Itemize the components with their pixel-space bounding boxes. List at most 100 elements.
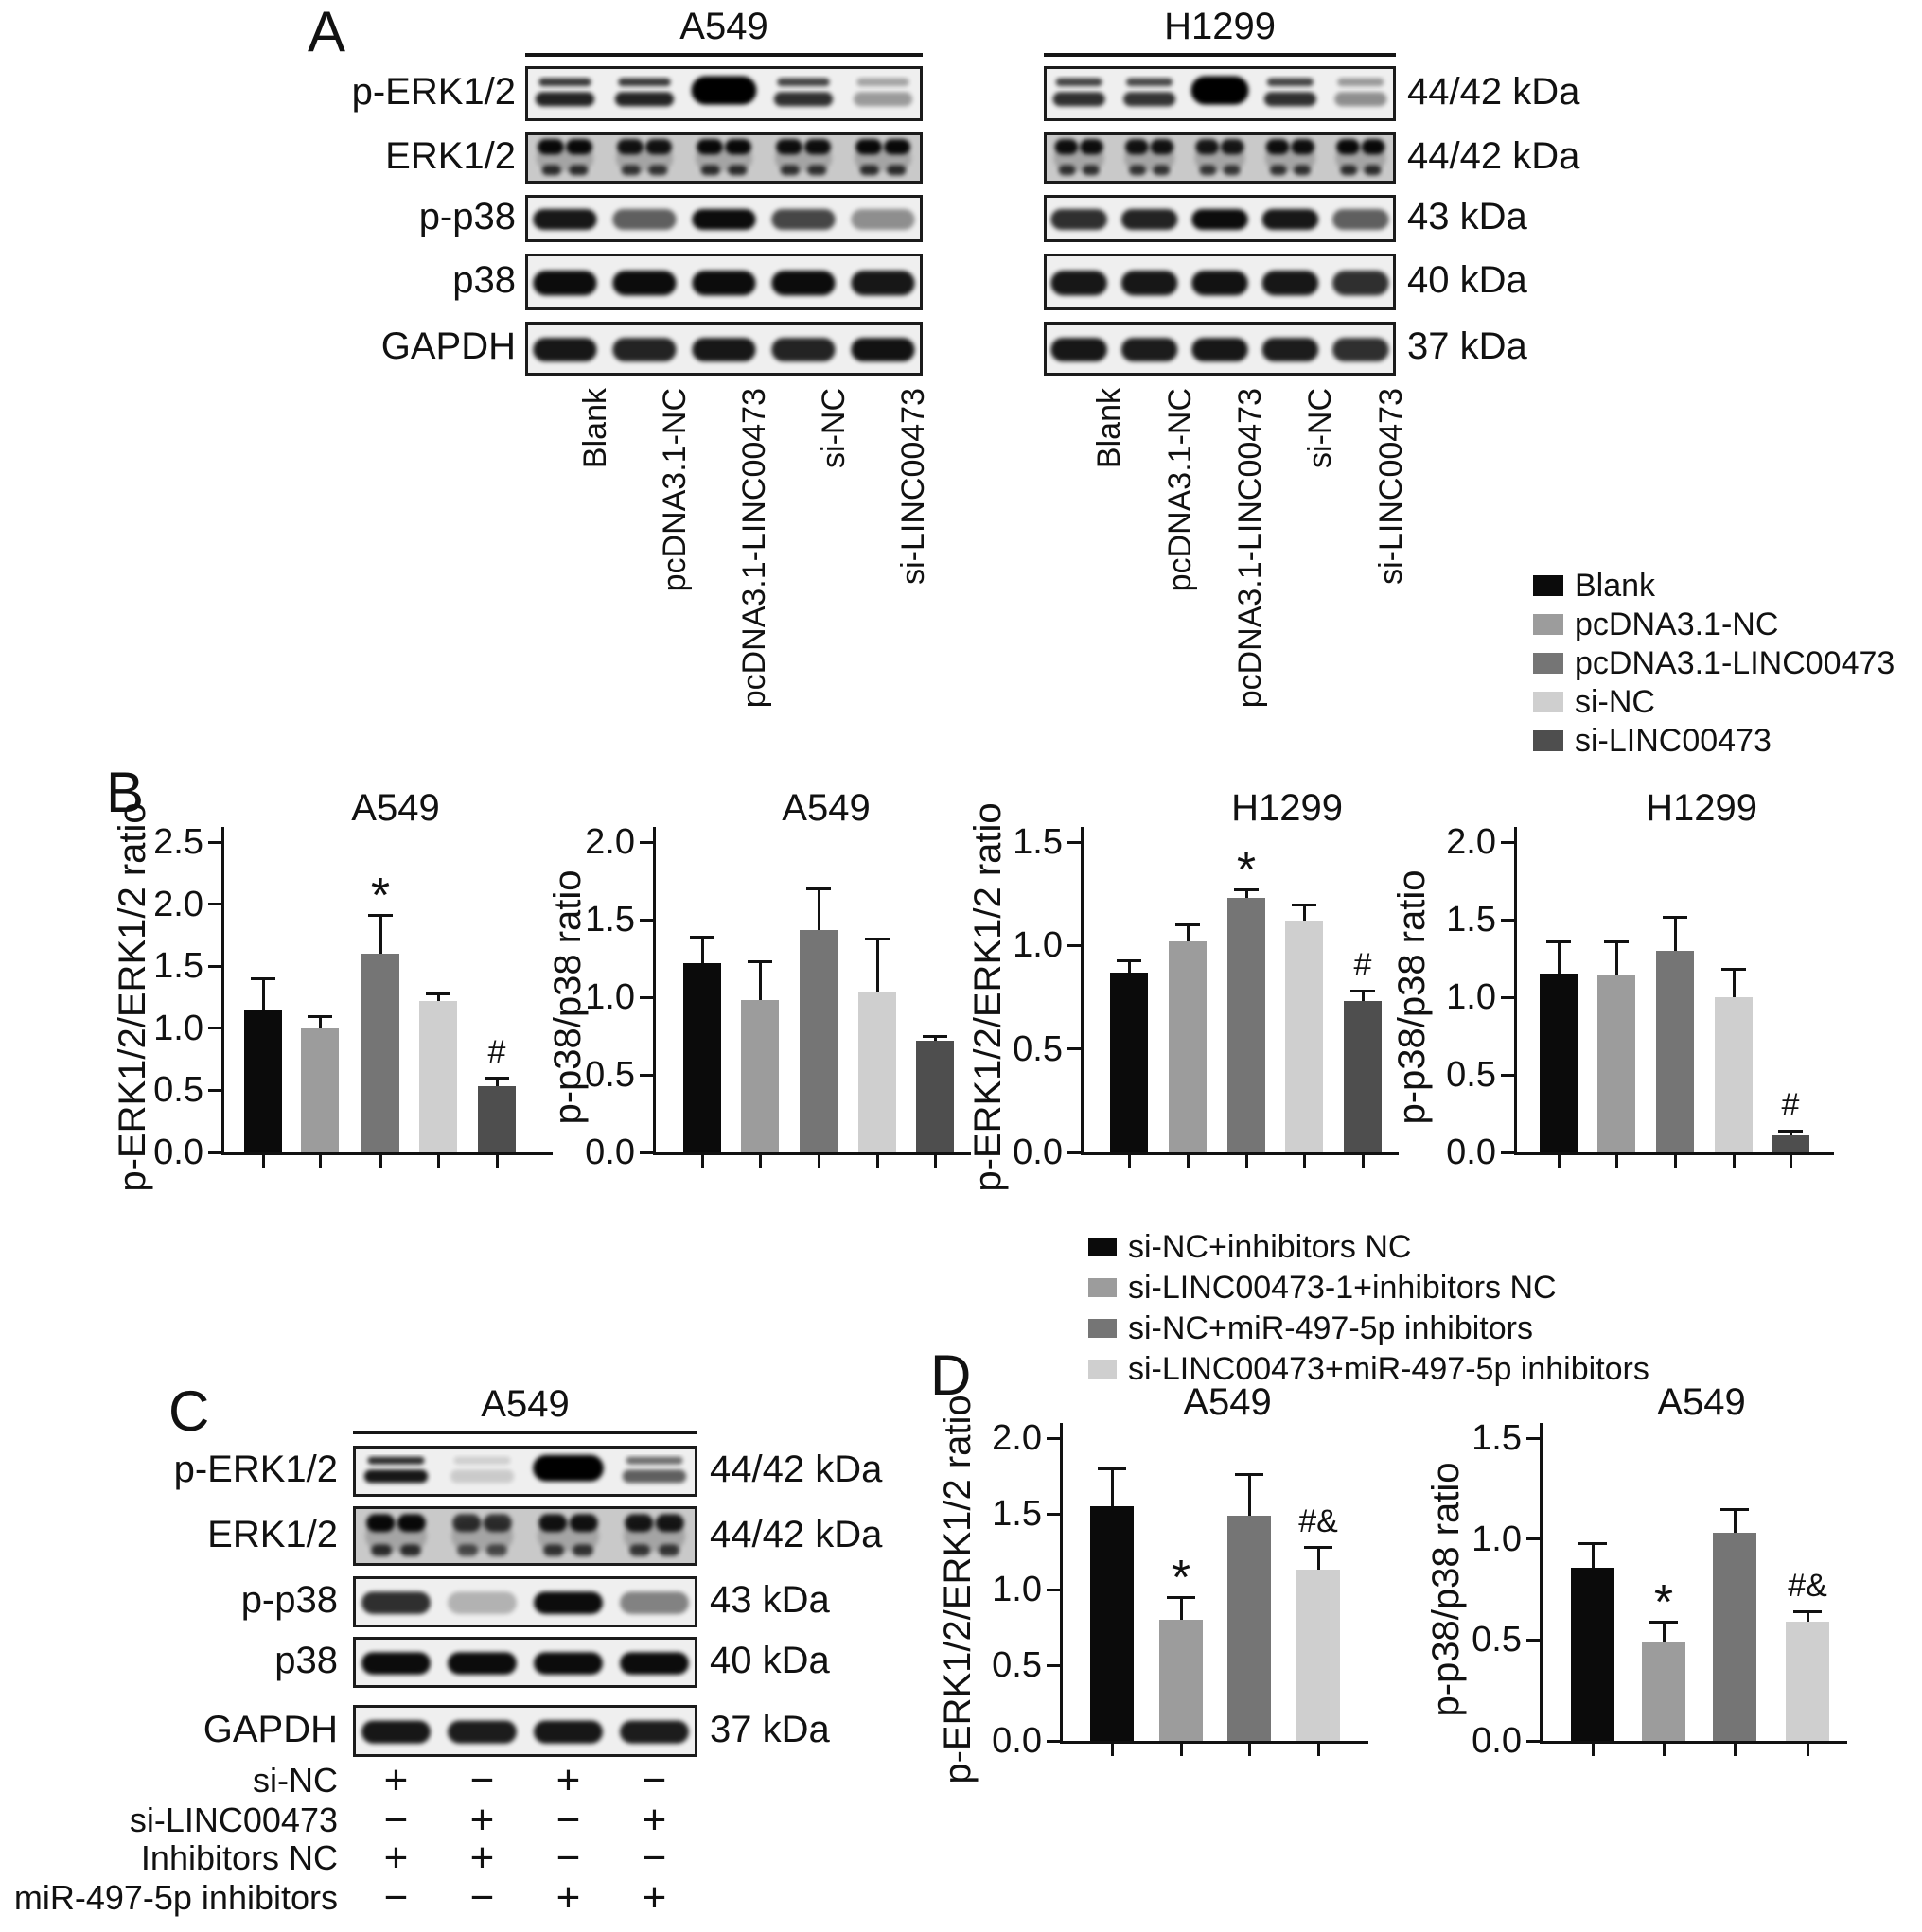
- error-cap: [1098, 1467, 1126, 1470]
- bar: [741, 1000, 779, 1152]
- blot-band: [1261, 209, 1319, 230]
- y-tick: [1047, 1588, 1060, 1591]
- lane-label: si-NC: [1302, 388, 1339, 468]
- blot-band: [859, 165, 879, 176]
- blot-box: [1044, 254, 1396, 310]
- lane-label: si-LINC00473: [1372, 388, 1409, 585]
- y-tick: [208, 1150, 221, 1154]
- blot-band: [626, 1456, 683, 1465]
- bar: [1571, 1567, 1614, 1741]
- bar: [858, 992, 896, 1152]
- x-axis: [221, 1152, 553, 1155]
- error-bar: [261, 978, 265, 1010]
- blot-box: [525, 132, 923, 184]
- sig-label: *: [1653, 1575, 1674, 1631]
- y-tick-label: 0.5: [585, 1055, 635, 1095]
- error-bar: [1733, 1508, 1737, 1534]
- y-tick: [208, 840, 221, 844]
- legend-label: si-NC: [1575, 684, 1655, 720]
- error-bar: [1614, 940, 1618, 976]
- row-label: p-ERK1/2: [351, 71, 516, 113]
- row-label: p-p38: [240, 1579, 338, 1621]
- y-tick-label: 1.5: [153, 946, 203, 987]
- error-bar: [700, 937, 704, 963]
- y-tick: [640, 918, 653, 922]
- blot-band: [771, 209, 836, 230]
- bar: [1110, 972, 1148, 1152]
- blot-box: [353, 1446, 697, 1497]
- blot-band: [1364, 165, 1382, 176]
- bar: [1285, 921, 1323, 1152]
- y-tick: [208, 1088, 221, 1092]
- y-axis-label: p-ERK1/2/ERK1/2 ratio: [112, 802, 153, 1192]
- y-tick: [1501, 995, 1514, 999]
- blot-band: [851, 271, 915, 296]
- legend-swatch: [1088, 1278, 1117, 1297]
- y-tick-label: 1.0: [1446, 977, 1496, 1017]
- treatment-sign: −: [383, 1874, 409, 1921]
- error-cap: [1235, 1473, 1263, 1477]
- blot-band: [543, 1544, 564, 1556]
- error-cap: [1350, 990, 1375, 993]
- legend-label: si-NC+miR-497-5p inhibitors: [1128, 1310, 1533, 1346]
- y-tick-label: 0.0: [1472, 1721, 1522, 1761]
- blot-band: [1332, 338, 1389, 362]
- y-tick: [1501, 918, 1514, 922]
- kda-label: 44/42 kDa: [710, 1514, 883, 1555]
- blot-band: [612, 338, 677, 362]
- blot-band: [1190, 76, 1249, 105]
- legend-label: si-LINC00473: [1575, 723, 1772, 759]
- blot-band: [533, 271, 597, 296]
- treatment-sign: −: [469, 1757, 495, 1803]
- row-label: p-p38: [418, 196, 516, 237]
- blot-band: [361, 1591, 431, 1614]
- blot-band: [1129, 165, 1146, 176]
- bar: [1715, 997, 1753, 1152]
- blot-band: [1191, 271, 1248, 296]
- lane-label: si-LINC00473: [895, 388, 931, 585]
- x-axis: [653, 1152, 971, 1155]
- blot-band: [855, 139, 882, 155]
- error-cap: [1578, 1541, 1607, 1545]
- error-bar: [1110, 1468, 1114, 1506]
- y-tick-label: 1.0: [1013, 925, 1063, 966]
- x-tick: [495, 1155, 499, 1168]
- error-cap: [251, 977, 275, 981]
- error-cap: [426, 992, 450, 996]
- bar: [916, 1040, 954, 1152]
- y-tick: [1067, 1150, 1081, 1154]
- blot-band: [534, 1591, 603, 1614]
- blot-band: [533, 1454, 604, 1482]
- x-tick: [379, 1155, 382, 1168]
- y-tick: [208, 1027, 221, 1030]
- group-title: A549: [679, 6, 768, 47]
- blot-band: [1052, 92, 1105, 107]
- blot-band: [612, 209, 677, 230]
- x-tick: [1244, 1155, 1248, 1168]
- treatment-sign: −: [642, 1757, 667, 1803]
- error-cap: [806, 887, 831, 891]
- x-tick: [261, 1155, 265, 1168]
- treatment-sign: +: [469, 1835, 495, 1881]
- x-tick: [817, 1155, 820, 1168]
- blot-band: [566, 139, 592, 155]
- blot-band: [648, 165, 668, 176]
- blot-band: [533, 209, 597, 230]
- blot-band: [851, 338, 915, 362]
- sig-label: *: [1236, 843, 1257, 899]
- blot-box: [353, 1506, 697, 1566]
- row-label: p38: [452, 259, 516, 301]
- y-tick-label: 1.5: [1446, 900, 1496, 940]
- blot-band: [620, 1652, 689, 1675]
- x-tick: [1673, 1155, 1677, 1168]
- error-bar: [1806, 1611, 1809, 1623]
- legend-label: pcDNA3.1-NC: [1575, 606, 1779, 642]
- y-tick: [1501, 1150, 1514, 1154]
- blot-box: [1044, 322, 1396, 376]
- error-bar: [318, 1015, 322, 1028]
- error-cap: [1234, 888, 1259, 892]
- lane-label: si-NC: [816, 388, 852, 468]
- blot-band: [692, 271, 756, 296]
- x-tick: [1179, 1744, 1183, 1756]
